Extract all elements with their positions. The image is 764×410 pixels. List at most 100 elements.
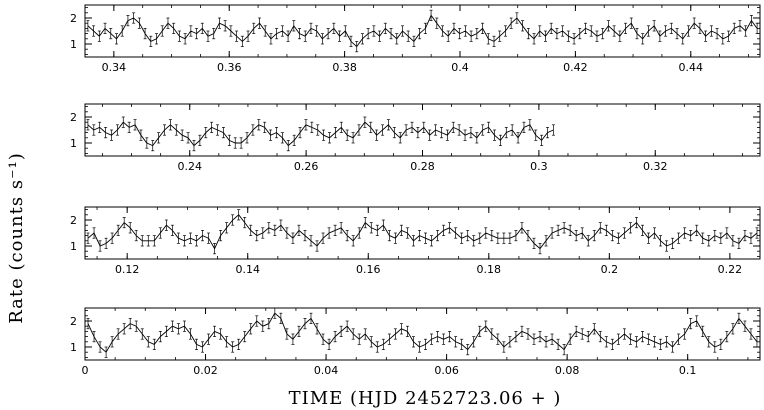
error-bar [532,333,536,345]
error-bar [490,328,494,340]
error-bar [532,237,536,249]
y-tick-label: 2 [70,111,77,124]
panels: 0.34 0.36 0.38 0.4 0.42 0.44 1 2 0.24 0.26 0.28 0.3… [70,4,761,377]
error-bar [405,325,409,337]
panel-frame [84,206,761,260]
error-bar [416,127,420,139]
error-bar [92,331,96,343]
error-bar [363,116,367,128]
error-bar [624,22,628,34]
error-bar [322,129,326,141]
error-bar [188,232,192,244]
error-bar [677,232,681,244]
error-bar [737,237,741,249]
error-bar [737,312,741,324]
error-bar [333,331,337,343]
error-bar [327,338,331,350]
error-bar [498,134,502,146]
error-bar [210,121,214,133]
error-bar [251,124,255,136]
error-bar [212,28,216,40]
error-bar [441,25,445,37]
error-bar [315,323,319,335]
error-bar [160,25,164,37]
error-bar [267,318,271,330]
error-bar [375,341,379,353]
error-bar [345,230,349,242]
error-bar [677,333,681,345]
error-bar [725,331,729,343]
error-bar [445,129,449,141]
error-bar [298,127,302,139]
error-bar [689,318,693,330]
error-bar [749,328,753,340]
error-bar [671,237,675,249]
error-bar [339,121,343,133]
error-bar [681,33,685,45]
error-bar [586,235,590,247]
error-bar [458,28,462,40]
error-bar [487,121,491,133]
error-bar [249,323,253,335]
error-bar [442,333,446,345]
y-tick-label: 1 [70,137,77,150]
error-bar [195,28,199,40]
error-bar [233,137,237,149]
error-bar [496,333,500,345]
error-bar [592,323,596,335]
error-bar [326,28,330,40]
error-bar [434,124,438,136]
error-bar [544,235,548,247]
error-bar [201,230,205,242]
error-bar [333,127,337,139]
error-bar [127,121,131,133]
error-bar [231,341,235,353]
error-bar [601,28,605,40]
x-tick-label: 0.4 [451,61,469,74]
error-bar [538,331,542,343]
error-bar [732,22,736,34]
error-bar [719,232,723,244]
x-tick-label: 0.38 [332,61,357,74]
error-bar [298,28,302,40]
error-bar [351,132,355,144]
error-bar [568,224,572,236]
error-bar [622,328,626,340]
error-bar [704,30,708,42]
error-bar [707,336,711,348]
error-bar [109,129,113,141]
error-bar [172,22,176,34]
error-bar [532,33,536,45]
error-bar [381,338,385,350]
y-tick-label: 1 [70,240,77,253]
error-bar [731,235,735,247]
error-bar [194,235,198,247]
panel-4: 0 0.02 0.04 0.06 0.08 0.1 1 2 [70,307,761,377]
x-tick-label: 0.3 [530,160,548,173]
error-bar [357,333,361,345]
error-bar [451,121,455,133]
error-bar [164,219,168,231]
error-bar [683,328,687,340]
panel-frame [84,4,761,58]
error-bar [452,22,456,34]
error-bar [303,230,307,242]
error-bar [435,17,439,29]
error-bar [206,30,210,42]
error-bar [316,124,320,136]
error-bar [486,33,490,45]
error-bar [194,338,198,350]
error-bar [110,336,114,348]
error-bar [98,240,102,252]
error-bar [249,224,253,236]
error-bar [188,328,192,340]
error-bar [255,315,259,327]
error-bar [339,222,343,234]
x-tick-label: 0.08 [555,364,580,377]
error-bar [166,17,170,29]
error-bar [140,328,144,340]
error-bar [227,134,231,146]
error-bar [104,237,108,249]
error-bar [606,20,610,32]
error-bar [310,121,314,133]
